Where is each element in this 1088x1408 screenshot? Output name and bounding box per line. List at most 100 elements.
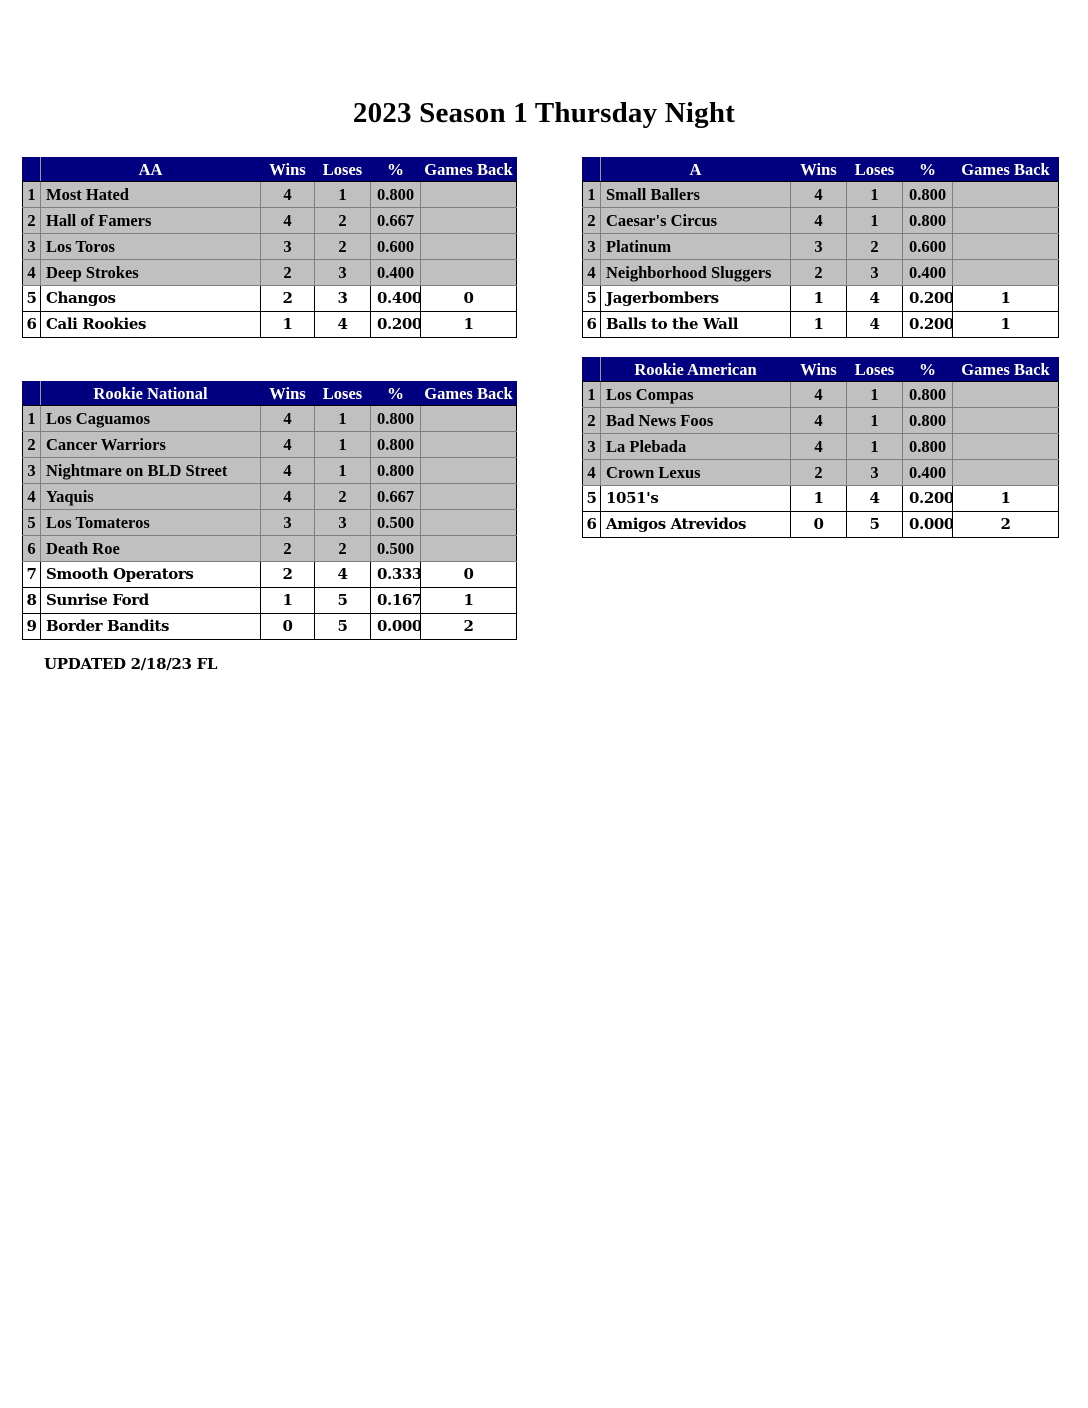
header-pct: % xyxy=(902,357,953,382)
header-division-name: Rookie National xyxy=(40,381,261,406)
cell-games-back xyxy=(420,405,517,432)
cell-win-pct: 0.800 xyxy=(370,181,421,208)
header-rank xyxy=(22,157,41,182)
cell-rank: 4 xyxy=(22,483,41,510)
table-header-rookie-american: Rookie American Wins Loses % Games Back xyxy=(582,357,1059,382)
table-row: 4 Neighborhood Sluggers 2 3 0.400 xyxy=(582,259,1059,286)
cell-loses: 1 xyxy=(314,431,371,458)
cell-win-pct: 0.800 xyxy=(902,381,953,408)
cell-loses: 4 xyxy=(314,311,371,338)
cell-rank: 3 xyxy=(582,233,601,260)
table-row: 6 Amigos Atrevidos 0 5 0.000 2 xyxy=(582,511,1059,538)
cell-win-pct: 0.800 xyxy=(370,457,421,484)
cell-win-pct: 0.667 xyxy=(370,483,421,510)
header-loses: Loses xyxy=(846,357,903,382)
table-body-aa: 1 Most Hated 4 1 0.800 2 Hall of Famers 4 2 0.667… xyxy=(22,181,517,338)
header-division-name: A xyxy=(600,157,791,182)
table-row: 2 Hall of Famers 4 2 0.667 xyxy=(22,207,517,234)
cell-loses: 1 xyxy=(846,433,903,460)
cell-wins: 1 xyxy=(260,587,315,614)
cell-games-back xyxy=(952,459,1059,486)
cell-games-back xyxy=(420,259,517,286)
cell-win-pct: 0.400 xyxy=(902,459,953,486)
cell-games-back xyxy=(420,181,517,208)
cell-games-back xyxy=(420,535,517,562)
cell-rank: 3 xyxy=(22,233,41,260)
cell-rank: 4 xyxy=(582,459,601,486)
cell-games-back: 1 xyxy=(420,587,517,614)
cell-win-pct: 0.200 xyxy=(902,485,953,512)
cell-win-pct: 0.800 xyxy=(370,405,421,432)
cell-loses: 2 xyxy=(846,233,903,260)
cell-team-name: 1051's xyxy=(600,485,791,512)
cell-loses: 2 xyxy=(314,483,371,510)
cell-win-pct: 0.800 xyxy=(370,431,421,458)
cell-team-name: Deep Strokes xyxy=(40,259,261,286)
cell-wins: 3 xyxy=(260,509,315,536)
cell-games-back: 0 xyxy=(420,561,517,588)
table-header-a: A Wins Loses % Games Back xyxy=(582,157,1059,182)
header-wins: Wins xyxy=(260,381,315,406)
cell-games-back: 1 xyxy=(420,311,517,338)
cell-team-name: Caesar's Circus xyxy=(600,207,791,234)
cell-rank: 9 xyxy=(22,613,41,640)
cell-rank: 5 xyxy=(582,285,601,312)
cell-wins: 3 xyxy=(790,233,847,260)
header-wins: Wins xyxy=(790,357,847,382)
cell-games-back xyxy=(952,259,1059,286)
updated-note: UPDATED 2/18/23 FL xyxy=(44,655,218,673)
cell-wins: 2 xyxy=(260,561,315,588)
cell-loses: 4 xyxy=(846,285,903,312)
cell-team-name: Bad News Foos xyxy=(600,407,791,434)
cell-wins: 1 xyxy=(790,311,847,338)
cell-loses: 1 xyxy=(846,181,903,208)
header-loses: Loses xyxy=(314,381,371,406)
cell-wins: 4 xyxy=(790,407,847,434)
cell-win-pct: 0.167 xyxy=(370,587,421,614)
table-row: 4 Yaquis 4 2 0.667 xyxy=(22,483,517,510)
cell-rank: 1 xyxy=(22,181,41,208)
cell-rank: 6 xyxy=(22,535,41,562)
cell-games-back: 1 xyxy=(952,285,1059,312)
header-pct: % xyxy=(370,157,421,182)
cell-team-name: Balls to the Wall xyxy=(600,311,791,338)
table-row: 8 Sunrise Ford 1 5 0.167 1 xyxy=(22,587,517,614)
cell-team-name: Neighborhood Sluggers xyxy=(600,259,791,286)
cell-wins: 3 xyxy=(260,233,315,260)
cell-team-name: Small Ballers xyxy=(600,181,791,208)
table-row: 3 Los Toros 3 2 0.600 xyxy=(22,233,517,260)
header-rank xyxy=(22,381,41,406)
table-row: 5 1051's 1 4 0.200 1 xyxy=(582,485,1059,512)
cell-loses: 3 xyxy=(314,509,371,536)
cell-games-back xyxy=(420,207,517,234)
header-row: Rookie National Wins Loses % Games Back xyxy=(22,381,517,406)
cell-loses: 1 xyxy=(314,405,371,432)
cell-rank: 3 xyxy=(22,457,41,484)
cell-team-name: Cancer Warriors xyxy=(40,431,261,458)
table-row: 3 La Plebada 4 1 0.800 xyxy=(582,433,1059,460)
cell-team-name: Yaquis xyxy=(40,483,261,510)
table-row: 7 Smooth Operators 2 4 0.333 0 xyxy=(22,561,517,588)
cell-wins: 4 xyxy=(260,181,315,208)
cell-team-name: Los Toros xyxy=(40,233,261,260)
cell-win-pct: 0.200 xyxy=(902,285,953,312)
header-loses: Loses xyxy=(846,157,903,182)
cell-wins: 4 xyxy=(260,207,315,234)
cell-wins: 4 xyxy=(260,457,315,484)
table-row: 3 Platinum 3 2 0.600 xyxy=(582,233,1059,260)
table-body-rookie-national: 1 Los Caguamos 4 1 0.800 2 Cancer Warriors 4 1 0.… xyxy=(22,405,517,640)
cell-win-pct: 0.200 xyxy=(902,311,953,338)
cell-team-name: Death Roe xyxy=(40,535,261,562)
table-row: 6 Death Roe 2 2 0.500 xyxy=(22,535,517,562)
table-row: 2 Cancer Warriors 4 1 0.800 xyxy=(22,431,517,458)
cell-win-pct: 0.000 xyxy=(370,613,421,640)
cell-wins: 4 xyxy=(260,483,315,510)
cell-rank: 6 xyxy=(582,311,601,338)
header-division-name: Rookie American xyxy=(600,357,791,382)
standings-table-a: A Wins Loses % Games Back 1 Small Ballers… xyxy=(582,157,1059,338)
cell-rank: 2 xyxy=(22,207,41,234)
header-wins: Wins xyxy=(260,157,315,182)
cell-team-name: Nightmare on BLD Street xyxy=(40,457,261,484)
cell-loses: 3 xyxy=(314,285,371,312)
cell-win-pct: 0.500 xyxy=(370,535,421,562)
